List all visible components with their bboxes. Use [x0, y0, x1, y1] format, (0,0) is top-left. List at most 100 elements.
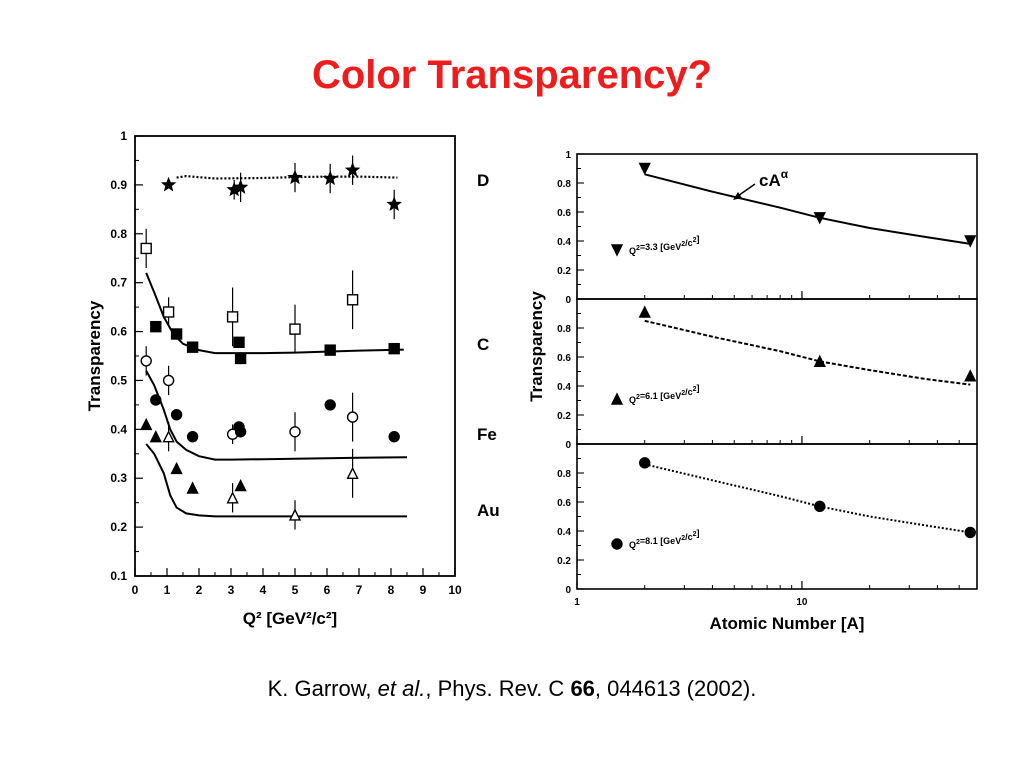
curve-label: Au: [477, 501, 500, 520]
y-tick-label: 0.4: [110, 422, 127, 436]
data-point-c-filled: [186, 341, 199, 353]
data-point-au: [288, 508, 302, 521]
data-point: [964, 526, 976, 539]
legend-text: Q2=3.3 [GeV2/c2]: [629, 234, 700, 256]
data-point-fe: [140, 355, 152, 367]
y-tick-label: 0.5: [110, 373, 127, 387]
data-point-c-filled: [388, 342, 400, 355]
y-tick-label: 0.1: [110, 569, 127, 583]
data-point-d: [322, 170, 338, 186]
data-point-au: [346, 466, 359, 480]
x-tick-label: 5: [292, 583, 299, 597]
x-tick-label: 1: [574, 597, 580, 608]
data-point-c-filled: [234, 352, 247, 365]
y-tick-label: 0: [565, 585, 571, 596]
data-point-au-filled: [149, 430, 162, 443]
curve-label: C: [477, 335, 489, 354]
citation-volume: 66: [570, 676, 595, 701]
data-point-c: [140, 242, 152, 255]
data-point-au: [162, 430, 175, 443]
citation: K. Garrow, et al., Phys. Rev. C 66, 0446…: [0, 676, 1024, 702]
data-point-c-filled: [170, 328, 183, 340]
x-tick-label: 10: [448, 583, 462, 597]
citation-etal: et al.: [377, 676, 426, 701]
y-axis-label: Transparency: [527, 291, 546, 402]
data-point-au-filled: [140, 417, 153, 431]
panel-frame: [576, 443, 978, 590]
y-tick-label: 0.2: [557, 266, 571, 277]
curve-label: D: [477, 171, 489, 190]
x-tick-label: 8: [388, 583, 395, 597]
data-point-c-filled: [150, 320, 162, 333]
data-point-d: [160, 176, 177, 192]
y-tick-label: 0.4: [557, 237, 571, 248]
x-tick-label: 6: [324, 583, 331, 597]
legend-text: Q2=6.1 [GeV2/c2]: [629, 383, 700, 405]
panel-frame: [576, 298, 978, 445]
data-point-c: [346, 294, 359, 306]
curve-fe: [145, 370, 408, 461]
y-tick-label: 0.6: [557, 498, 571, 509]
y-tick-label: 0.4: [557, 382, 571, 393]
y-tick-label: 0.7: [110, 276, 127, 290]
legend-marker: [610, 244, 624, 257]
fit-curve: [644, 463, 971, 534]
legend-marker: [610, 392, 624, 405]
y-tick-label: 0.8: [557, 469, 571, 480]
data-point-fe-filled: [324, 399, 336, 411]
y-tick-label: 0.2: [557, 556, 571, 567]
x-axis-label: Q² [GeV²/c²]: [243, 609, 337, 628]
y-tick-label: 0.6: [110, 325, 127, 339]
data-point-fe: [162, 374, 175, 387]
y-tick-label: 0.4: [557, 527, 571, 538]
y-tick-label: 0: [565, 295, 571, 306]
y-tick-label: 0.3: [110, 471, 127, 485]
fit-curve: [644, 319, 971, 386]
data-point-fe-filled: [170, 408, 183, 421]
x-axis-label: Atomic Number [A]: [710, 614, 865, 633]
curve-au: [145, 443, 407, 518]
right-chart: 0 0.2 0.4 0.6 0.8 1 Q2=3.3 [GeV2/c2] 0 0.2 0.4 0.6…: [527, 150, 978, 633]
data-point-fe: [289, 426, 301, 438]
annotation-arrowhead: [733, 192, 742, 200]
y-axis-label: Transparency: [85, 300, 104, 411]
curve-label: Fe: [477, 425, 497, 444]
x-tick-label: 10: [796, 597, 808, 608]
x-tick-label: 3: [228, 583, 235, 597]
citation-rest: , 044613 (2002).: [594, 676, 757, 701]
fit-annotation: cAα: [759, 167, 789, 190]
slide-title: Color Transparency?: [311, 53, 713, 97]
data-point-d: [287, 169, 303, 185]
citation-journal: , Phys. Rev. C: [425, 676, 571, 701]
y-tick-label: 0: [565, 440, 571, 451]
y-tick-label: 0.6: [557, 208, 571, 219]
data-point-au: [226, 491, 239, 504]
data-point-c-filled: [324, 344, 336, 356]
curve-d: [176, 174, 398, 180]
data-point-d: [386, 196, 402, 212]
y-tick-label: 1: [120, 129, 127, 143]
data-point: [964, 369, 977, 382]
x-tick-label: 9: [420, 583, 427, 597]
y-tick-label: 0.2: [557, 411, 571, 422]
data-point-c: [226, 311, 239, 323]
citation-authors: K. Garrow,: [267, 676, 378, 701]
data-point: [639, 457, 651, 469]
data-point: [638, 162, 651, 176]
data-point: [638, 305, 651, 318]
data-point-fe-filled: [388, 430, 400, 443]
data-point-au-filled: [186, 481, 199, 494]
data-point-d: [344, 162, 361, 177]
data-point: [814, 500, 826, 513]
data-point-c: [162, 306, 175, 318]
data-point-au-filled: [234, 478, 247, 492]
x-tick-label: 2: [196, 583, 203, 597]
fit-curve: [644, 173, 971, 245]
y-tick-label: 0.9: [110, 178, 127, 192]
data-point-c: [289, 323, 301, 335]
x-tick-label: 0: [132, 583, 139, 597]
data-point-c-filled: [233, 336, 245, 349]
data-point-au-filled: [170, 461, 183, 475]
legend-text: Q2=8.1 [GeV2/c2]: [629, 528, 700, 550]
legend-marker: [611, 538, 623, 550]
